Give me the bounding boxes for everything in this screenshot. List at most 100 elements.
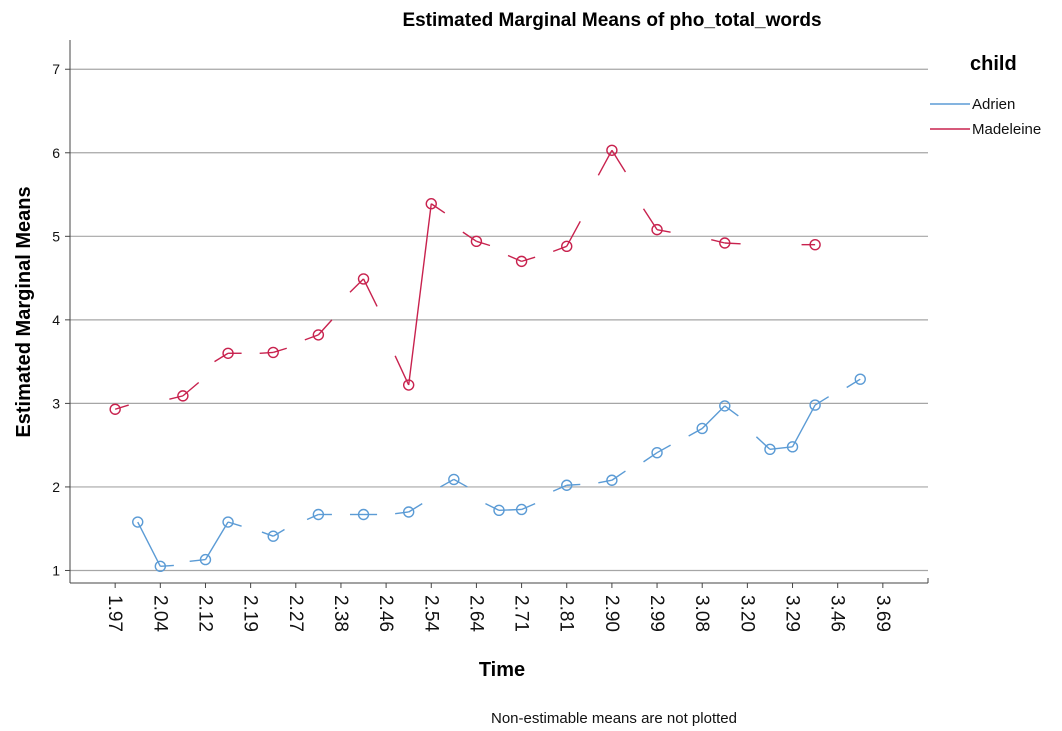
data-point-marker (425, 198, 437, 210)
series-line-segment (507, 254, 522, 263)
x-tick-label: 2.38 (330, 595, 351, 632)
chart-title: Estimated Marginal Means of pho_total_wo… (402, 10, 821, 31)
series-line-segment (439, 478, 455, 488)
data-point-marker (448, 473, 460, 486)
x-tick-label: 2.81 (556, 595, 577, 632)
x-tick-label: 2.19 (240, 595, 261, 632)
data-point-marker (809, 399, 821, 411)
series-group (109, 144, 866, 572)
data-point-marker (651, 446, 663, 459)
series-line-segment (814, 396, 830, 406)
series-line-segment (485, 503, 500, 511)
series-line-segment (724, 242, 741, 245)
y-tick-label: 5 (52, 228, 60, 244)
y-tick-label: 2 (52, 479, 60, 495)
series-line-segment (407, 203, 432, 386)
series-line-segment (476, 240, 491, 247)
data-point-marker (402, 506, 415, 518)
y-tick-label: 1 (52, 562, 60, 578)
data-point-marker (312, 329, 325, 341)
y-axis-label: Estimated Marginal Means (13, 186, 35, 437)
series-line-segment (462, 231, 477, 242)
x-tick-label: 3.46 (827, 595, 848, 632)
series-line-segment (498, 508, 522, 512)
data-point-marker (222, 347, 234, 359)
series-line-segment (688, 427, 703, 437)
series-line-segment (169, 395, 184, 400)
data-point-marker (109, 403, 121, 415)
x-tick-label: 3.08 (691, 595, 712, 632)
x-tick-label: 2.27 (285, 595, 306, 632)
gridlines (70, 68, 928, 572)
x-tick-label: 2.99 (646, 595, 667, 632)
series-line-segment (214, 352, 229, 363)
data-point-marker (154, 560, 167, 572)
data-point-marker (357, 273, 370, 285)
series-line-segment (160, 564, 174, 567)
data-point-marker (561, 479, 573, 491)
data-point-marker (312, 508, 325, 521)
data-point-marker (515, 255, 528, 268)
axes: 1 2 3 4 5 6 7 1.97 2.04 2.12 2.19 2.27 2.38 2.46 2.54 2… (52, 40, 929, 632)
y-tick-label: 6 (52, 145, 60, 161)
y-tick-label: 3 (52, 395, 60, 411)
data-point-marker (606, 144, 618, 156)
series-line-segment (791, 404, 816, 448)
series-line-segment (521, 502, 536, 511)
series-line-segment (114, 404, 129, 410)
legend: child Adrien Madeleine (930, 53, 1041, 138)
series-line-segment (304, 334, 319, 341)
series-line-segment (453, 478, 468, 488)
series-line-segment (656, 228, 671, 233)
data-point-marker (764, 443, 776, 456)
x-tick-label: 2.64 (465, 595, 486, 632)
data-point-marker (493, 504, 505, 517)
series-line-segment (755, 436, 771, 450)
series-line-segment (611, 470, 626, 481)
x-tick-label: 3.20 (736, 595, 757, 632)
x-tick-label: 2.71 (511, 595, 532, 632)
series-line-segment (611, 149, 627, 173)
footnote: Non-estimable means are not plotted (491, 710, 737, 727)
series-line-segment (137, 521, 161, 567)
data-point-marker (267, 346, 279, 359)
series-line-segment (552, 484, 568, 492)
data-point-marker (809, 238, 821, 251)
series-line-segment (189, 558, 206, 562)
data-point-marker (267, 530, 279, 542)
y-tick-label: 7 (52, 61, 60, 77)
series-line-segment (656, 444, 671, 454)
series-line-segment (711, 238, 725, 244)
y-tick-label: 4 (52, 312, 60, 328)
series-line-segment (349, 278, 365, 293)
series-line-segment (430, 203, 446, 214)
series-line-segment (261, 531, 274, 537)
series-adrien (132, 373, 866, 572)
x-tick-label: 1.97 (104, 595, 125, 632)
data-point-marker (132, 516, 144, 528)
data-point-marker (854, 373, 866, 385)
data-point-marker (719, 400, 731, 412)
x-tick-label: 3.29 (782, 595, 803, 632)
x-tick-label: 2.54 (420, 595, 441, 632)
series-line-segment (724, 405, 739, 417)
series-line-segment (182, 381, 200, 397)
data-point-marker (606, 474, 618, 486)
series-line-segment (598, 479, 613, 484)
series-line-segment (408, 503, 423, 513)
data-point-marker (199, 553, 212, 566)
data-point-marker (402, 379, 415, 391)
series-line-segment (259, 351, 274, 354)
x-tick-label: 2.12 (194, 595, 215, 632)
series-line-segment (846, 378, 861, 389)
data-point-marker (470, 235, 483, 248)
data-point-marker (177, 390, 189, 402)
series-line-segment (204, 521, 229, 560)
series-line-segment (642, 208, 658, 231)
data-point-marker (561, 240, 573, 253)
x-axis-label: Time (479, 659, 525, 681)
data-point-marker (786, 441, 799, 453)
series-line-segment (552, 245, 567, 253)
series-madeleine (109, 144, 821, 415)
